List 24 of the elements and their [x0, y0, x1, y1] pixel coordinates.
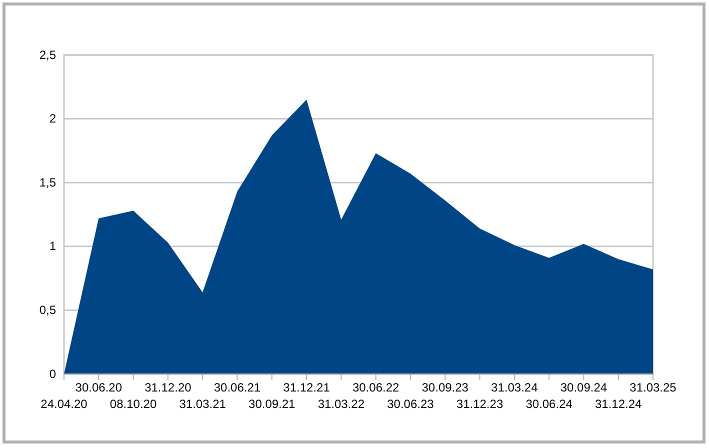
- y-tick-label: 1: [49, 239, 56, 254]
- y-tick-label: 0: [49, 366, 56, 381]
- x-tick-label: 30.06.20: [75, 380, 122, 395]
- x-tick-label: 31.03.22: [318, 397, 365, 412]
- y-tick-label: 0,5: [39, 303, 56, 318]
- x-tick-label: 30.09.23: [422, 380, 469, 395]
- x-tick-label: 31.03.25: [630, 380, 677, 395]
- x-tick-label: 31.03.24: [491, 380, 538, 395]
- x-tick-label: 30.09.21: [248, 397, 296, 412]
- x-tick-label: 31.12.23: [456, 397, 504, 412]
- x-tick-label: 30.06.24: [526, 397, 573, 412]
- x-tick-label: 31.03.21: [179, 397, 226, 412]
- x-tick-label: 31.12.21: [283, 380, 330, 395]
- y-tick-label: 2,5: [39, 48, 56, 62]
- x-tick-label: 30.09.24: [560, 380, 608, 395]
- x-tick-label: 24.04.20: [40, 397, 88, 412]
- y-tick-label: 2: [49, 112, 56, 126]
- x-tick-label: 30.06.21: [214, 380, 261, 395]
- x-tick-label: 31.12.24: [594, 397, 642, 412]
- x-tick-label: 08.10.20: [110, 397, 157, 412]
- x-tick-label: 31.12.20: [144, 380, 192, 395]
- y-tick-label: 1,5: [39, 175, 56, 190]
- x-tick-label: 30.06.22: [352, 380, 400, 395]
- x-tick-label: 30.06.23: [387, 397, 434, 412]
